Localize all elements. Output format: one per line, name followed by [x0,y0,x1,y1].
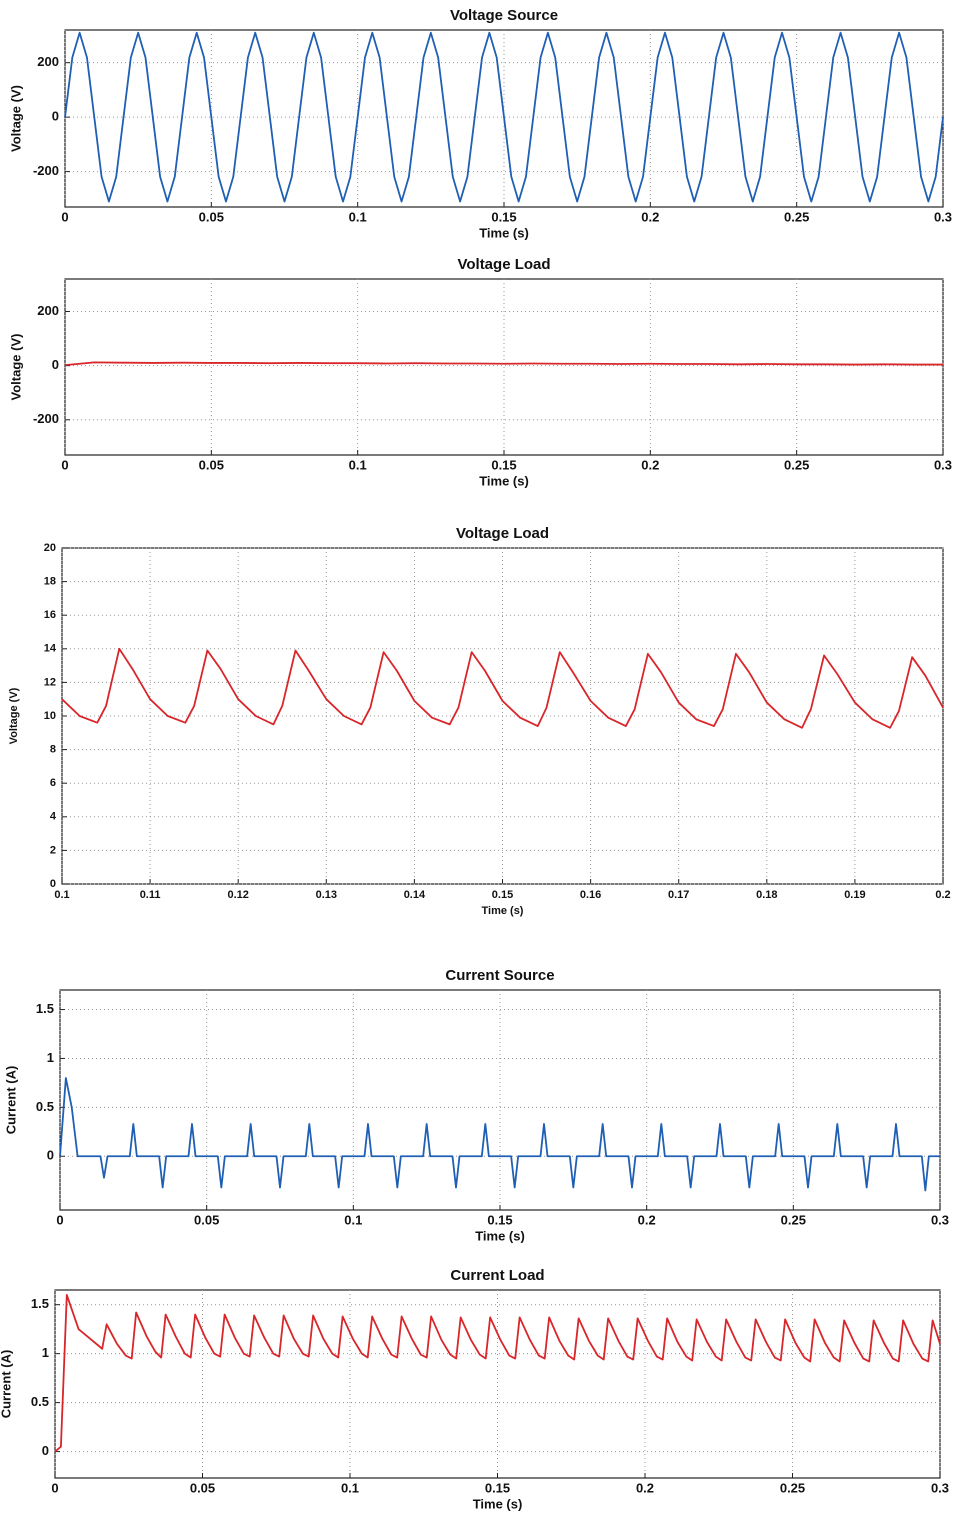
x-tick-label: 0.2 [641,457,659,472]
y-axis-label: Current (A) [0,1350,13,1419]
chart-title: Voltage Load [456,525,549,542]
x-axis-label: Time (s) [479,473,529,488]
data-line [61,647,944,729]
x-axis-label: Time (s) [479,225,529,240]
y-tick-label: 10 [44,710,56,722]
y-tick-label: 1 [42,1345,49,1360]
y-tick-label: 0 [52,357,59,372]
x-tick-label: 0.25 [780,1480,805,1495]
x-tick-label: 0.05 [199,209,224,224]
x-tick-label: 0.12 [227,889,248,901]
x-tick-label: 0.25 [784,209,809,224]
data-line [54,1294,941,1453]
y-tick-label: 1.5 [36,1001,54,1016]
x-tick-label: 0.15 [491,457,516,472]
y-tick-label: 12 [44,676,56,688]
y-tick-label: 4 [50,811,57,823]
x-tick-label: 0.05 [190,1480,215,1495]
x-axis-label: Time (s) [482,905,524,917]
chart: 0.1 0.11 0.12 0.13 0.14 0.15 0.16 0.17 0.18 0.19 0… [8,525,951,917]
chart-title: Voltage Load [457,256,550,273]
x-tick-label: 0.14 [404,889,426,901]
x-tick-label: 0 [51,1480,58,1495]
x-tick-label: 0.3 [934,457,952,472]
y-tick-label: 0 [47,1148,54,1163]
x-tick-label: 0.15 [491,209,516,224]
y-tick-label: 1 [47,1050,54,1065]
y-tick-label: 1.5 [31,1296,49,1311]
chart: 0 0.05 0.1 0.15 0.2 0.25 0.3 0 0.5 1 1.5 Current Lo… [0,1267,949,1511]
y-axis-label: Voltage (V) [8,334,23,401]
y-tick-label: 0.5 [31,1394,49,1409]
y-tick-label: 8 [50,744,56,756]
x-tick-label: 0 [61,209,68,224]
chart: 0 0.05 0.1 0.15 0.2 0.25 0.3 0 0.5 1 1.5 Current So… [3,967,949,1243]
y-axis-label: Voltage (V) [8,687,20,744]
x-tick-label: 0.13 [316,889,337,901]
x-tick-label: 0.25 [781,1212,806,1227]
chart: 0 0.05 0.1 0.15 0.2 0.25 0.3 -200 0 200 Voltage Lo… [8,256,952,488]
x-axis-label: Time (s) [475,1228,525,1243]
x-tick-label: 0.15 [485,1480,510,1495]
y-tick-label: -200 [33,163,59,178]
x-tick-label: 0.1 [349,209,367,224]
y-axis-label: Voltage (V) [8,85,23,152]
x-axis-label: Time (s) [473,1496,523,1511]
y-tick-label: 6 [50,777,56,789]
chart: 0 0.05 0.1 0.15 0.2 0.25 0.3 -200 0 200 Voltage So… [8,7,952,240]
chart-title: Current Source [445,967,554,984]
y-tick-label: 2 [50,844,56,856]
x-tick-label: 0.2 [638,1212,656,1227]
x-tick-label: 0.17 [668,889,689,901]
x-tick-label: 0.18 [756,889,777,901]
x-tick-label: 0.15 [487,1212,512,1227]
chart-title: Voltage Source [450,7,558,24]
data-line [64,31,944,203]
x-tick-label: 0 [61,457,68,472]
y-tick-label: 0 [52,109,59,124]
x-tick-label: 0.2 [935,889,950,901]
y-tick-label: 200 [37,303,59,318]
data-line [59,1077,940,1192]
x-tick-label: 0.3 [931,1212,949,1227]
x-tick-label: 0.11 [140,889,161,901]
y-tick-label: 0 [42,1443,49,1458]
y-tick-label: 16 [44,609,56,621]
x-tick-label: 0.3 [934,209,952,224]
y-tick-label: 0 [50,878,56,890]
x-tick-label: 0.1 [349,457,367,472]
x-tick-label: 0 [56,1212,63,1227]
data-line [64,361,943,366]
x-tick-label: 0.1 [54,889,69,901]
y-tick-label: 18 [44,576,56,588]
y-tick-label: -200 [33,411,59,426]
x-tick-label: 0.19 [844,889,865,901]
x-tick-label: 0.05 [194,1212,219,1227]
y-tick-label: 14 [44,643,57,655]
x-tick-label: 0.05 [199,457,224,472]
x-tick-label: 0.2 [641,209,659,224]
x-tick-label: 0.1 [344,1212,362,1227]
y-tick-label: 200 [37,54,59,69]
x-tick-label: 0.25 [784,457,809,472]
chart-title: Current Load [450,1267,544,1284]
x-tick-label: 0.16 [580,889,601,901]
y-axis-label: Current (A) [3,1066,18,1135]
x-tick-label: 0.3 [931,1480,949,1495]
x-tick-label: 0.2 [636,1480,654,1495]
y-tick-label: 20 [44,542,56,554]
x-tick-label: 0.1 [341,1480,359,1495]
y-tick-label: 0.5 [36,1099,54,1114]
x-tick-label: 0.15 [492,889,513,901]
